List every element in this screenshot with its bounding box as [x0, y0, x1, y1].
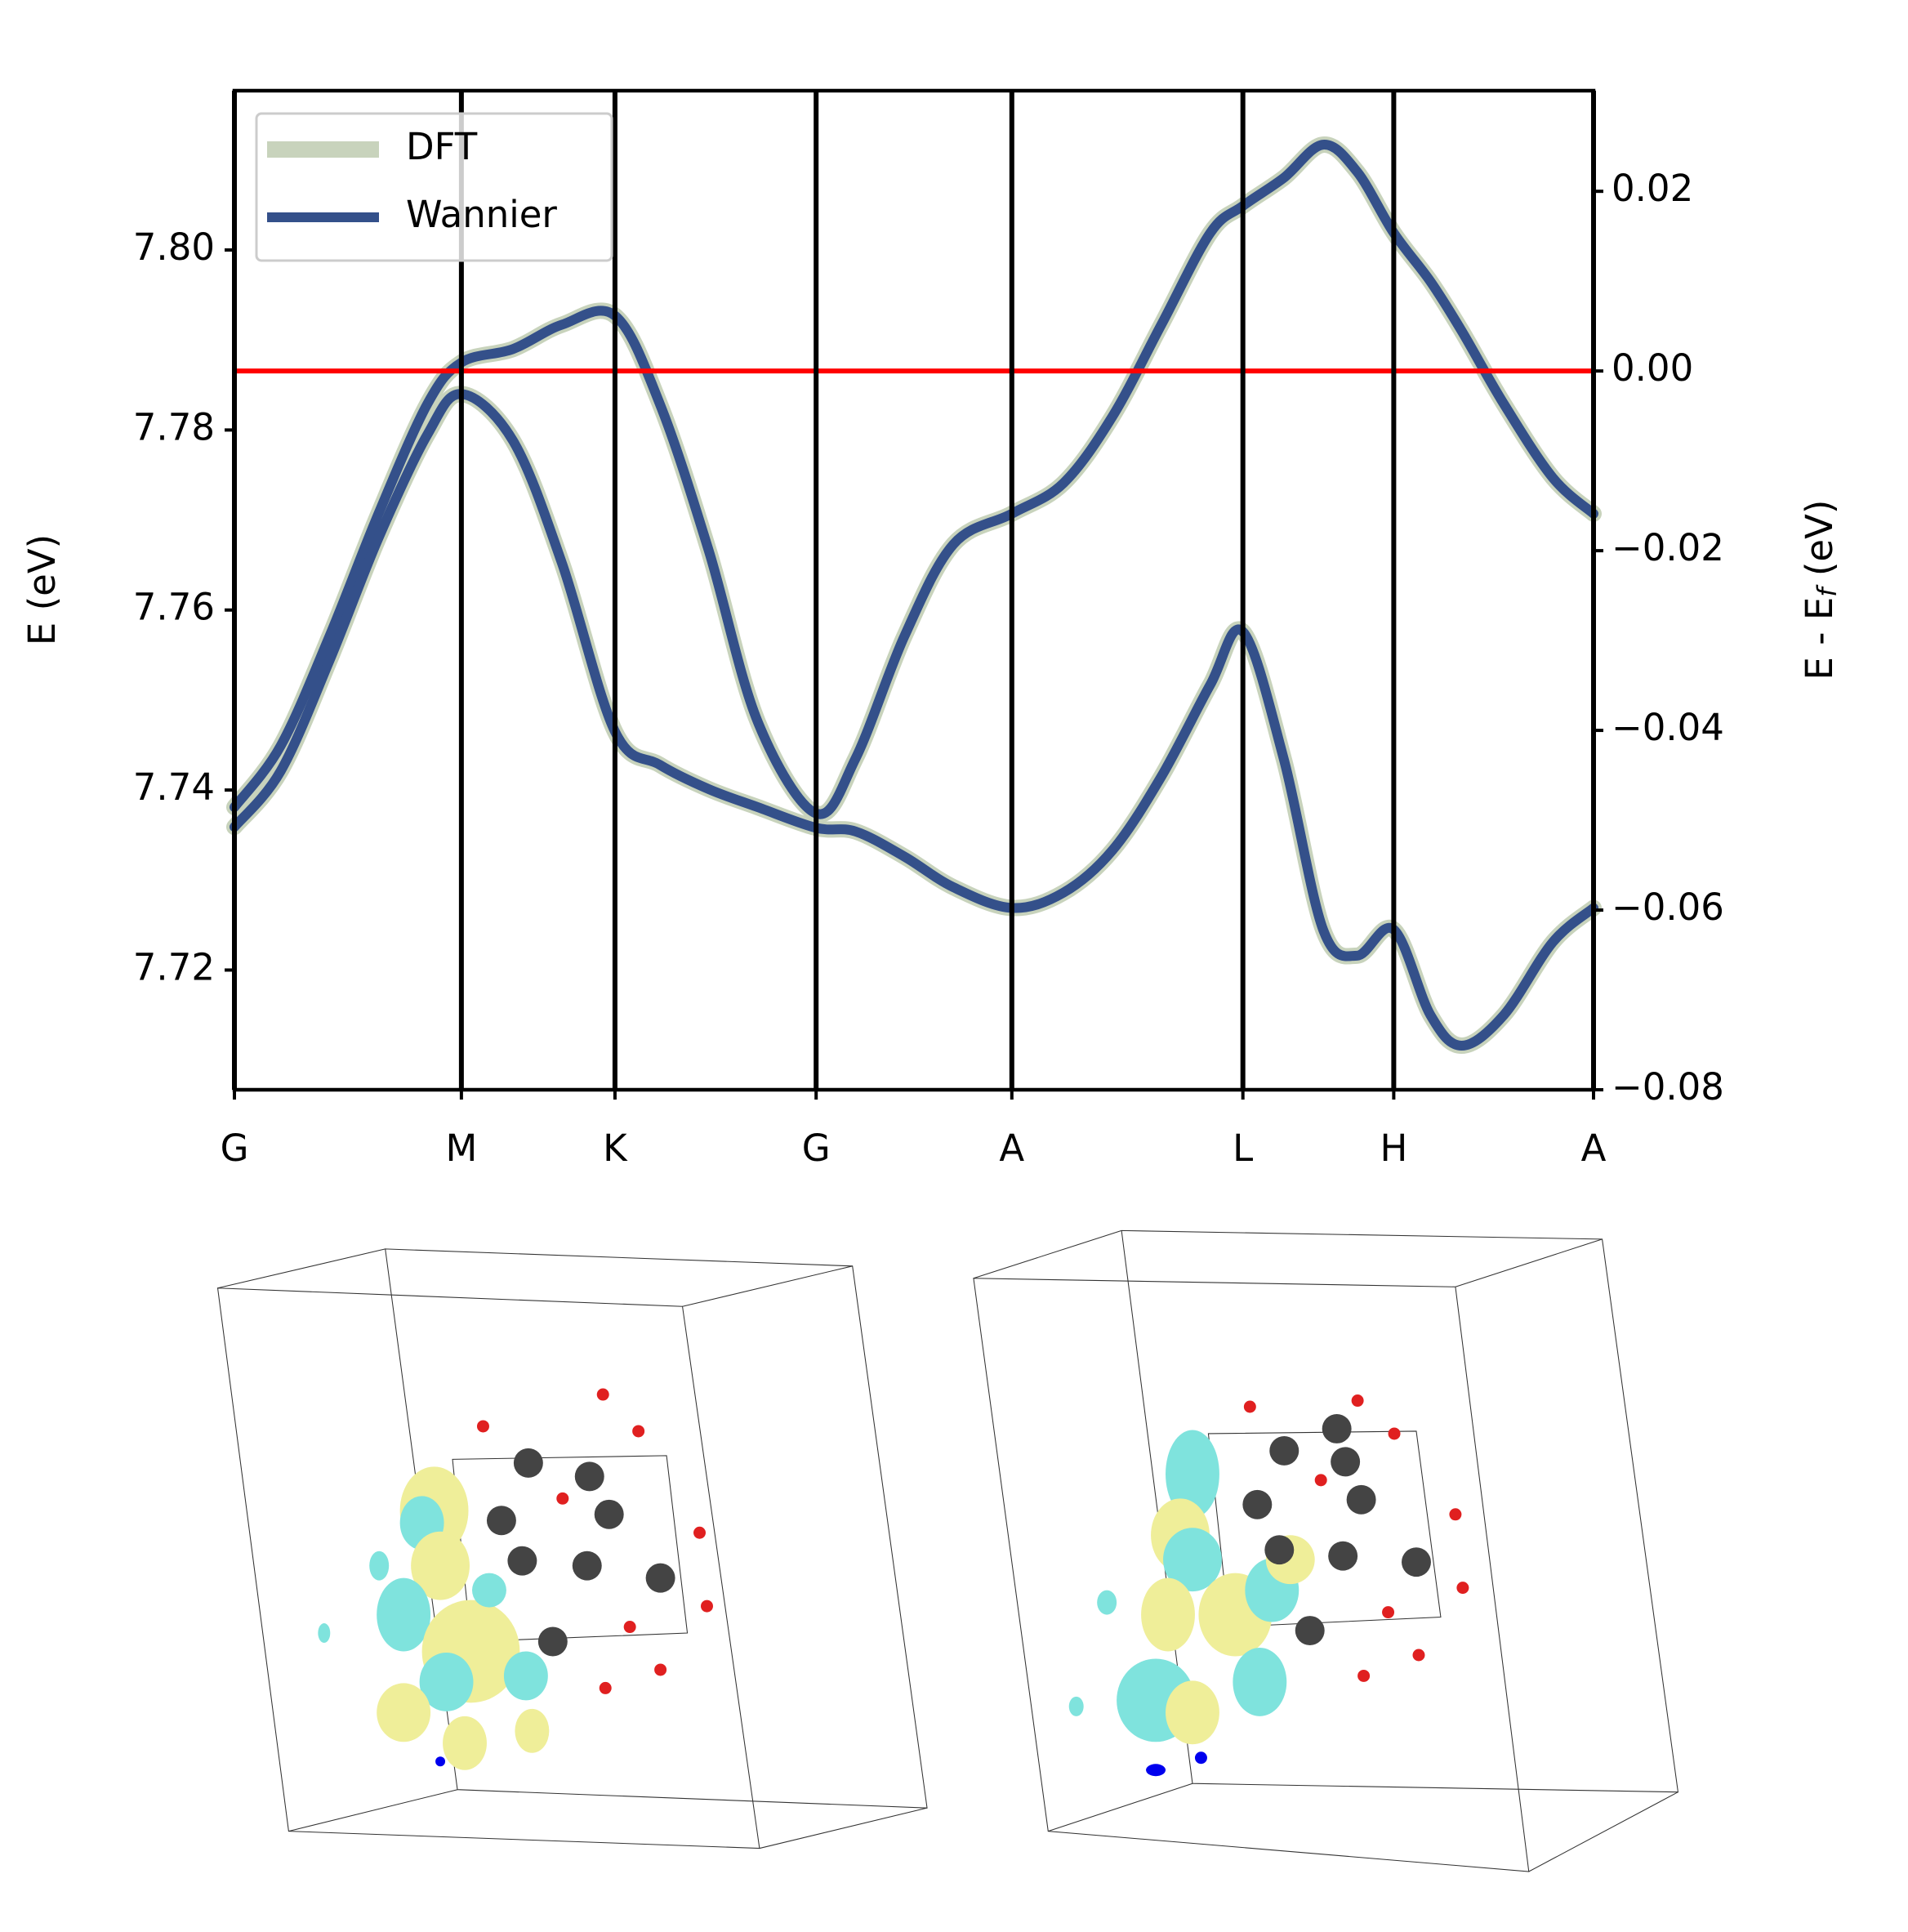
y-axis-label: E (eV) — [20, 534, 64, 645]
y2-tick-label: −0.04 — [1612, 706, 1724, 749]
y-tick-label: 7.74 — [133, 765, 215, 809]
band-line — [230, 389, 1598, 1051]
x-tick-label: A — [999, 1127, 1024, 1170]
y-tick-label: 7.72 — [133, 945, 215, 988]
legend-label: Wannier — [406, 193, 557, 236]
y-tick-label: 7.78 — [133, 405, 215, 448]
y2-label-part: E - E — [1798, 597, 1841, 680]
x-tick-label: M — [445, 1127, 477, 1170]
y2-axis-label: E - Ef (eV) — [1798, 500, 1843, 680]
band-line — [226, 386, 1602, 1055]
legend-label: DFT — [406, 125, 478, 168]
x-tick-label: L — [1233, 1127, 1253, 1170]
render-right — [973, 1229, 1679, 1872]
x-tick-label: K — [603, 1127, 628, 1170]
y2-tick-label: 0.02 — [1612, 167, 1693, 210]
y2-tick-label: −0.06 — [1612, 886, 1724, 929]
y-tick-label: 7.76 — [133, 586, 215, 629]
wannier-function-renders — [216, 1229, 1679, 1872]
y-tick-label: 7.80 — [133, 225, 215, 269]
band-line — [230, 140, 1598, 819]
legend: DFT Wannier — [255, 112, 613, 262]
y2-tick-label: −0.08 — [1612, 1065, 1724, 1109]
y2-tick-label: −0.02 — [1612, 526, 1724, 569]
x-tick-label: G — [802, 1127, 831, 1170]
x-tick-label: H — [1380, 1127, 1407, 1170]
axes-frame — [232, 88, 1596, 1092]
render-left — [216, 1248, 928, 1849]
plot-area: G M K G A L H A 7.72 7.74 7.76 7.78 7.80 −0.08 −0.06 −0… — [133, 88, 1724, 1170]
y2-label-part: (eV) — [1798, 500, 1841, 588]
x-tick-label: A — [1581, 1127, 1607, 1170]
y2-tick-label: 0.00 — [1612, 346, 1693, 390]
x-tick-label: G — [221, 1127, 249, 1170]
